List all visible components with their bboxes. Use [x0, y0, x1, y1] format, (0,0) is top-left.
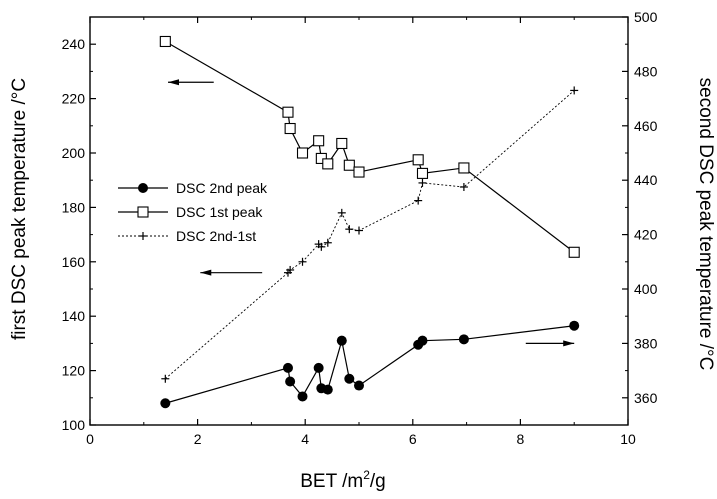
legend-marker: [137, 206, 149, 218]
data-point: [159, 35, 171, 48]
x-axis-title-superscript: 2: [363, 468, 370, 482]
data-point: [282, 106, 294, 118]
plot-border: [89, 16, 629, 426]
y-left-tick-label: 140: [62, 308, 86, 324]
y-left-tick-label: 240: [62, 36, 86, 52]
axis-arrows: [168, 79, 575, 347]
data-point: [322, 384, 333, 395]
arrow-head: [563, 340, 575, 347]
y-right-tick-label: 380: [634, 335, 658, 351]
y-right-tick-label: 480: [634, 63, 658, 79]
arrow-head: [168, 79, 180, 86]
data-point: [322, 158, 334, 170]
legend-item: DSC 2nd peak: [118, 180, 268, 196]
legend-marker: [138, 183, 148, 193]
legend-marker: [139, 232, 147, 240]
data-point: [355, 226, 363, 235]
data-point: [161, 374, 170, 383]
data-point: [418, 178, 427, 187]
data-point: [353, 166, 365, 178]
x-tick-label: 8: [517, 431, 525, 447]
data-point: [317, 242, 326, 251]
data-point: [160, 398, 171, 409]
y-left-tick-label: 180: [62, 199, 86, 215]
legend-label: DSC 2nd peak: [176, 180, 268, 196]
series-line: [165, 90, 575, 380]
data-point: [296, 147, 309, 159]
data-point: [337, 208, 346, 217]
data-point: [354, 380, 364, 391]
y-left-tick-label: 160: [62, 254, 86, 270]
series-line: [165, 40, 575, 253]
y-right-tick-label: 420: [634, 227, 658, 243]
y-left-tick-label: 200: [62, 145, 86, 161]
y-left-tick-label: 220: [62, 91, 86, 107]
data-point: [336, 137, 348, 150]
y-left-tick-label: 120: [62, 363, 86, 379]
data-point: [416, 167, 429, 179]
y-right-tick-label: 460: [634, 118, 658, 134]
data-point: [286, 265, 295, 274]
x-axis-title: BET /m2/g: [300, 468, 386, 492]
x-tick-label: 6: [409, 431, 417, 447]
y-right-tick-label: 440: [634, 172, 658, 188]
data-point: [323, 238, 332, 247]
data-point: [570, 86, 579, 95]
y-right-tick-label: 400: [634, 281, 658, 297]
data-point: [282, 362, 293, 373]
series-filled-circle: [160, 320, 580, 409]
data-point: [412, 154, 424, 166]
axis-ticks: 0 2 4 6 8 10 100 120 140 160 180 200 220 240 360 380 400…: [62, 9, 658, 447]
data-point: [568, 246, 580, 258]
series-open-square: [159, 35, 580, 258]
data-point: [414, 196, 423, 205]
legend-item: DSC 2nd-1st: [118, 228, 256, 244]
series-line: [165, 325, 575, 404]
data-point: [336, 335, 347, 346]
data-point: [297, 391, 308, 402]
x-tick-label: 2: [194, 431, 202, 447]
x-tick-label: 10: [620, 431, 636, 447]
series-group: [159, 35, 580, 409]
data-point: [343, 159, 355, 171]
y-right-tick-label: 360: [634, 390, 658, 406]
data-point: [344, 373, 355, 384]
data-point: [459, 183, 468, 191]
y-left-tick-label: 100: [62, 417, 86, 433]
left-axis-title: first DSC peak temperature /°C: [9, 78, 30, 340]
legend-label: DSC 2nd-1st: [176, 228, 256, 244]
arrow-head: [200, 269, 212, 276]
data-point: [417, 335, 428, 346]
series-plus: [161, 86, 579, 383]
data-point: [284, 122, 296, 135]
data-point: [313, 135, 325, 147]
x-tick-label: 0: [86, 431, 94, 447]
legend-label: DSC 1st peak: [176, 204, 263, 220]
legend: DSC 2nd peak DSC 1st peak DSC 2nd-1st: [118, 180, 268, 244]
data-point: [458, 162, 470, 174]
data-point: [285, 376, 296, 387]
x-tick-label: 4: [301, 431, 309, 447]
data-point: [458, 334, 469, 345]
right-axis-title: second DSC peak temperature /°C: [695, 78, 716, 371]
data-point: [569, 320, 580, 331]
data-point: [345, 225, 354, 234]
y-right-tick-label: 500: [634, 9, 658, 25]
data-point: [313, 362, 324, 373]
data-point: [298, 257, 307, 266]
plot-frame: [89, 16, 629, 426]
legend-item: DSC 1st peak: [118, 204, 263, 220]
